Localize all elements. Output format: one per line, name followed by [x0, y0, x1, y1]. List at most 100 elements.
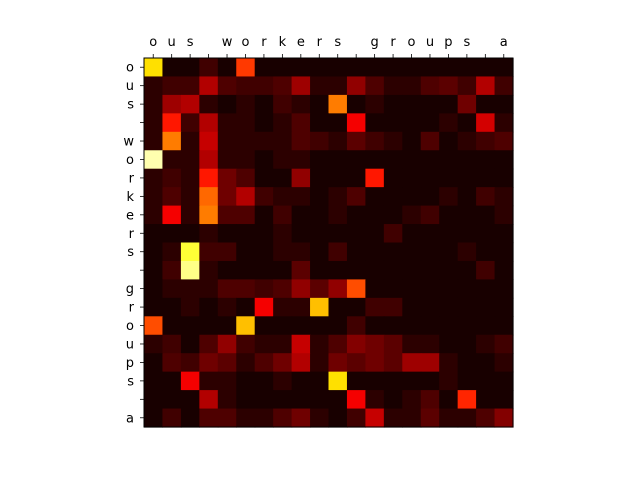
heatmap-cell: [476, 187, 496, 207]
heatmap-cell: [180, 242, 200, 262]
heatmap-cell: [144, 279, 164, 299]
heatmap-cell: [291, 224, 311, 244]
heatmap-cell: [217, 371, 237, 391]
heatmap-cell: [457, 187, 477, 207]
heatmap-cell: [457, 297, 477, 317]
heatmap-cell: [494, 334, 514, 354]
heatmap-cell: [217, 316, 237, 336]
heatmap-cell: [199, 76, 219, 96]
heatmap-cell: [180, 224, 200, 244]
heatmap-cell: [420, 408, 440, 428]
heatmap-cell: [180, 390, 200, 410]
heatmap-cell: [144, 242, 164, 262]
heatmap-cell: [180, 334, 200, 354]
x-tick-label: p: [444, 35, 452, 50]
heatmap-cell: [439, 168, 459, 188]
heatmap-cell: [439, 260, 459, 280]
heatmap-cell: [346, 297, 366, 317]
heatmap-cell: [236, 279, 256, 299]
heatmap-cell: [254, 94, 274, 114]
heatmap-cell: [291, 316, 311, 336]
heatmap-cell: [420, 353, 440, 373]
y-tick-label: s: [127, 374, 134, 389]
heatmap-cell: [402, 279, 422, 299]
heatmap-cell: [273, 242, 293, 262]
heatmap-cell: [402, 94, 422, 114]
heatmap-cell: [365, 205, 385, 225]
heatmap-cell: [217, 353, 237, 373]
heatmap-cell: [439, 353, 459, 373]
heatmap-cell: [199, 371, 219, 391]
heatmap-cell: [180, 205, 200, 225]
heatmap-cell: [144, 131, 164, 151]
heatmap-cell: [291, 113, 311, 133]
heatmap-cell: [402, 242, 422, 262]
heatmap-cell: [383, 113, 403, 133]
heatmap-cell: [217, 187, 237, 207]
heatmap-cell: [199, 168, 219, 188]
heatmap-cell: [310, 150, 330, 170]
x-tick-label: e: [297, 35, 305, 50]
heatmap-cell: [254, 58, 274, 78]
heatmap-cell: [254, 224, 274, 244]
heatmap-cell: [236, 353, 256, 373]
heatmap-cell: [365, 113, 385, 133]
heatmap-cell: [291, 187, 311, 207]
heatmap-cell: [273, 205, 293, 225]
heatmap-cell: [291, 168, 311, 188]
heatmap-cell: [144, 390, 164, 410]
heatmap-cell: [162, 150, 182, 170]
heatmap-cell: [439, 297, 459, 317]
heatmap-cell: [328, 76, 348, 96]
heatmap-cell: [291, 334, 311, 354]
x-tick-label: a: [500, 35, 508, 50]
heatmap-cell: [420, 334, 440, 354]
heatmap-cell: [439, 334, 459, 354]
heatmap-cells: [144, 58, 514, 428]
heatmap-cell: [291, 150, 311, 170]
heatmap-cell: [254, 297, 274, 317]
heatmap-cell: [328, 408, 348, 428]
heatmap-cell: [199, 205, 219, 225]
heatmap-cell: [144, 94, 164, 114]
heatmap-cell: [236, 242, 256, 262]
heatmap-cell: [494, 316, 514, 336]
heatmap-cell: [291, 353, 311, 373]
heatmap-cell: [365, 353, 385, 373]
heatmap-cell: [402, 390, 422, 410]
y-tick-label: o: [126, 153, 134, 168]
heatmap-cell: [217, 113, 237, 133]
heatmap-cell: [162, 279, 182, 299]
heatmap-cell: [254, 260, 274, 280]
heatmap-cell: [328, 131, 348, 151]
heatmap-cell: [383, 316, 403, 336]
heatmap-cell: [346, 279, 366, 299]
heatmap-cell: [180, 408, 200, 428]
heatmap-cell: [291, 297, 311, 317]
y-tick-label: g: [126, 282, 134, 297]
heatmap-cell: [328, 371, 348, 391]
heatmap-cell: [291, 58, 311, 78]
heatmap-cell: [310, 260, 330, 280]
y-tick-label: r: [129, 301, 135, 316]
heatmap-cell: [310, 242, 330, 262]
heatmap-cell: [254, 371, 274, 391]
heatmap-cell: [291, 205, 311, 225]
heatmap-cell: [494, 390, 514, 410]
heatmap-cell: [476, 58, 496, 78]
heatmap-cell: [365, 150, 385, 170]
heatmap-cell: [494, 187, 514, 207]
heatmap-cell: [273, 187, 293, 207]
heatmap-cell: [383, 224, 403, 244]
heatmap-cell: [494, 371, 514, 391]
heatmap-cell: [346, 168, 366, 188]
heatmap-cell: [346, 58, 366, 78]
heatmap-cell: [144, 297, 164, 317]
y-tick-label: a: [126, 411, 134, 426]
heatmap-cell: [346, 390, 366, 410]
heatmap-cell: [402, 408, 422, 428]
x-tick-label: r: [261, 35, 267, 50]
heatmap-cell: [291, 94, 311, 114]
heatmap-cell: [144, 113, 164, 133]
